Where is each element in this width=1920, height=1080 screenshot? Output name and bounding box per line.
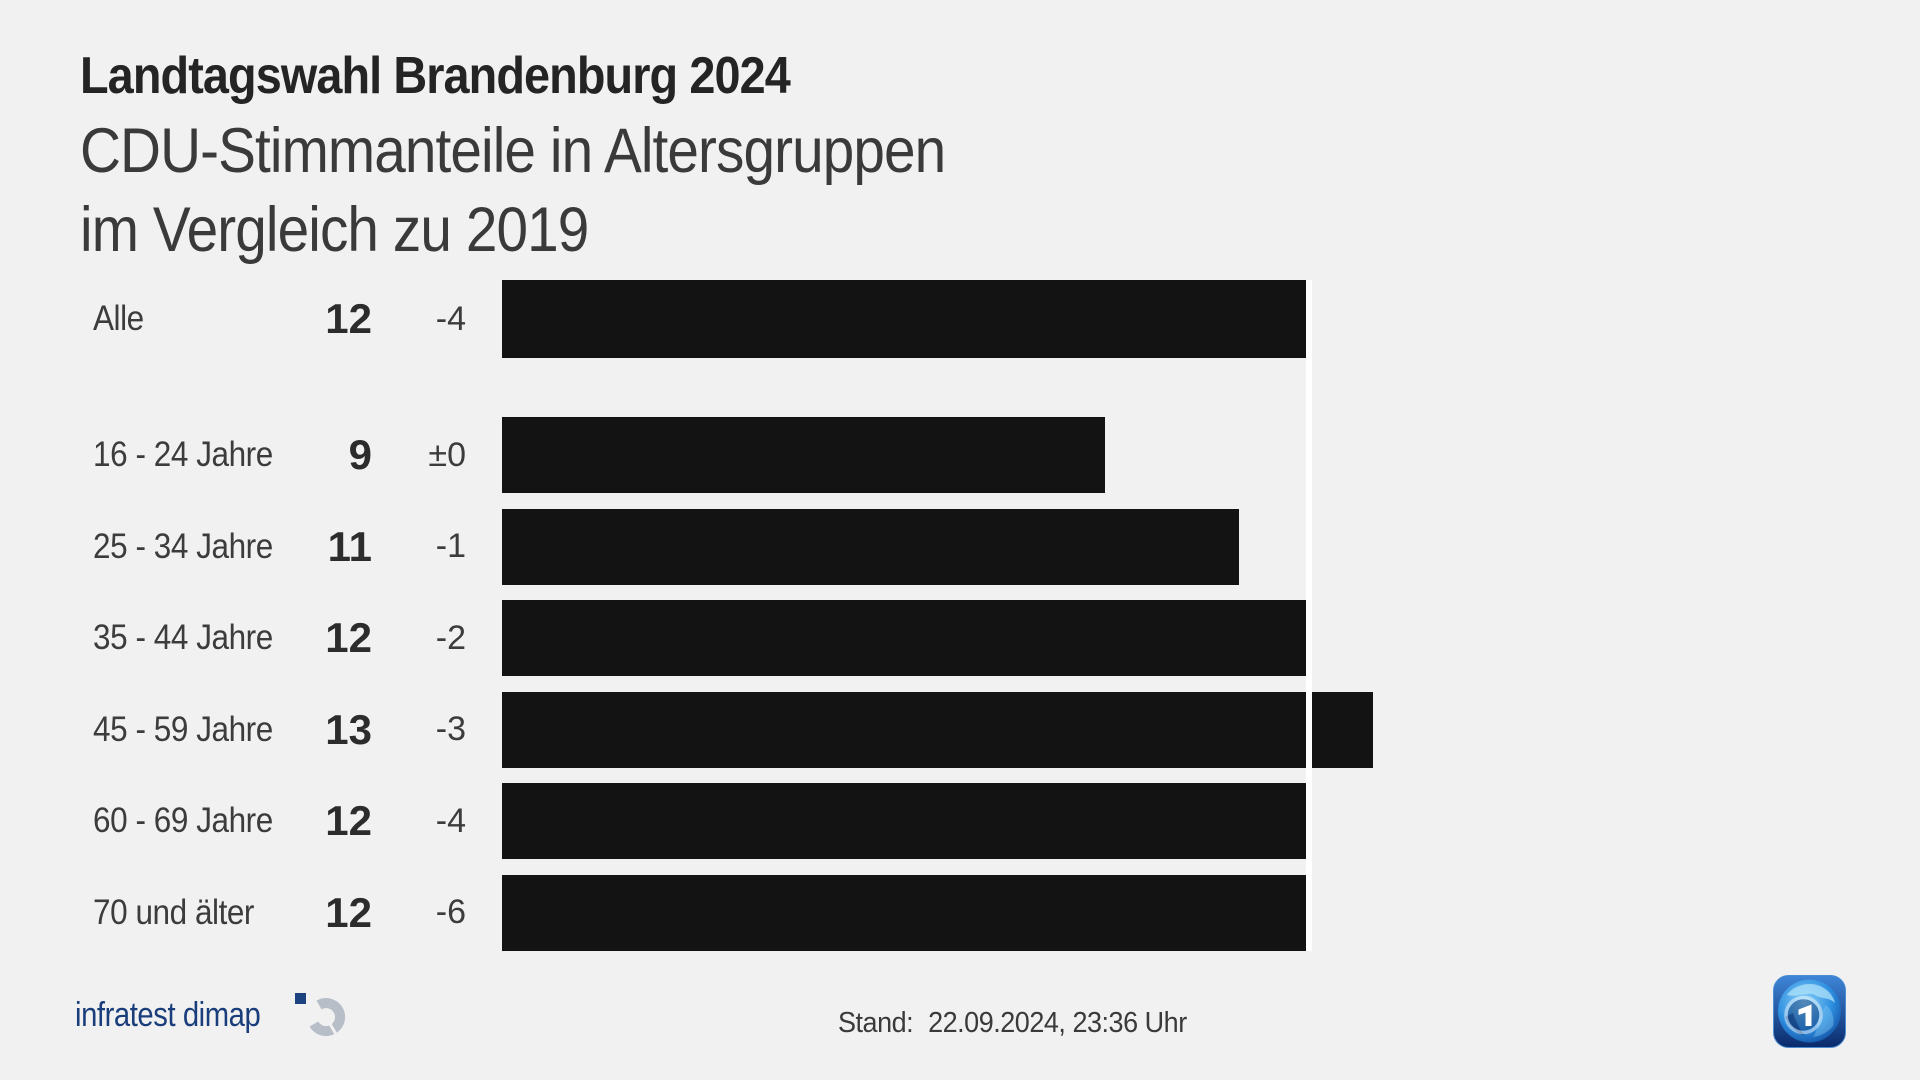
row-label: 70 und älter: [93, 892, 254, 932]
infratest-dimap-icon: [294, 993, 345, 1037]
row-label: 16 - 24 Jahre: [93, 435, 273, 474]
reference-line: [1306, 280, 1312, 951]
row-value: 9: [348, 431, 372, 478]
bar: [502, 280, 1306, 358]
row-value: 11: [327, 522, 372, 570]
stand-value: 22.09.2024, 23:36 Uhr: [928, 1006, 1187, 1039]
row-change: -1: [435, 527, 466, 565]
row-value: 12: [325, 888, 372, 936]
infratest-dimap-logo: infratest dimap: [75, 990, 347, 1040]
chart-row: 25 - 34 Jahre 11 -1: [0, 508, 1920, 585]
row-change: -4: [435, 801, 466, 840]
status-timestamp: Stand: 22.09.2024, 23:36 Uhr: [838, 1005, 1187, 1041]
chart-title-line2: im Vergleich zu 2019: [80, 195, 589, 265]
row-change: -4: [435, 299, 466, 338]
row-value: 13: [325, 705, 372, 753]
chart-row: Alle 12 -4: [0, 280, 1920, 358]
chart-kicker: Landtagswahl Brandenburg 2024: [80, 47, 791, 105]
chart-row: 70 und älter 12 -6: [0, 874, 1920, 951]
chart-row: 45 - 59 Jahre 13 -3: [0, 691, 1920, 768]
row-change: -3: [435, 710, 466, 748]
bar: [502, 600, 1306, 676]
bar: [502, 508, 1239, 585]
bar: [502, 783, 1306, 859]
ard-globe-icon: [1773, 975, 1846, 1048]
chart-title-line1: CDU-Stimmanteile in Altersgruppen: [80, 116, 946, 186]
row-label: 35 - 44 Jahre: [93, 618, 273, 657]
chart-title: CDU-Stimmanteile in Altersgruppen im Ver…: [80, 112, 946, 270]
bar: [502, 417, 1105, 493]
row-value: 12: [325, 614, 372, 661]
chart-row: 35 - 44 Jahre 12 -2: [0, 600, 1920, 676]
row-value: 12: [325, 295, 372, 342]
bar: [502, 691, 1373, 768]
chart-row: 60 - 69 Jahre 12 -4: [0, 783, 1920, 859]
bar: [502, 874, 1306, 951]
row-label: 45 - 59 Jahre: [93, 709, 273, 749]
row-label: 25 - 34 Jahre: [93, 526, 273, 566]
row-change: -6: [435, 893, 466, 931]
stand-label: Stand:: [838, 1006, 914, 1039]
chart-row: 16 - 24 Jahre 9 ±0: [0, 417, 1920, 493]
infratest-dimap-wordmark: infratest dimap: [75, 995, 261, 1034]
row-label: Alle: [93, 299, 144, 338]
row-label: 60 - 69 Jahre: [93, 801, 273, 840]
row-change: ±0: [428, 435, 466, 474]
row-value: 12: [325, 797, 372, 844]
row-change: -2: [435, 618, 466, 657]
